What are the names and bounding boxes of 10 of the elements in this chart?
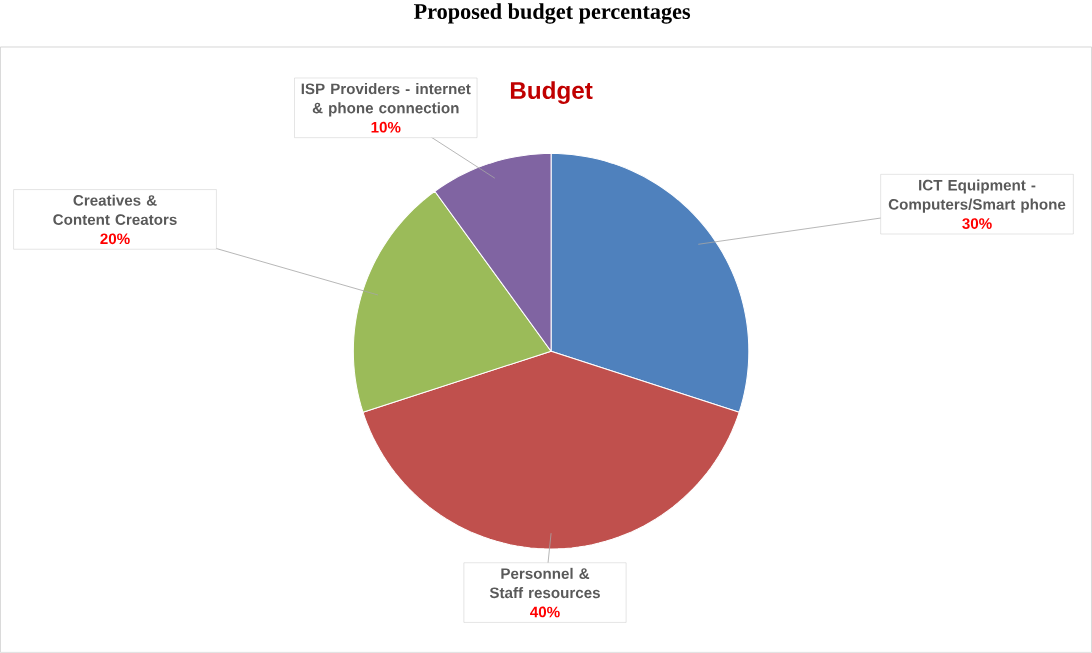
chart-title: Proposed budget percentages [413,3,691,24]
data-label: 20% [100,233,130,245]
data-label: 30% [962,218,992,230]
data-label: 10% [371,121,401,133]
chart-subtitle: Budget [510,81,593,105]
slice-label: ICT Equipment - Computers/Smart phone [888,179,1066,213]
data-label: 40% [530,606,560,618]
slice-label: ISP Providers - internet & phone connection [301,83,471,117]
slice-label: Creatives & Content Creators [53,194,177,226]
slice-label: Personnel & Staff resources [489,567,600,599]
